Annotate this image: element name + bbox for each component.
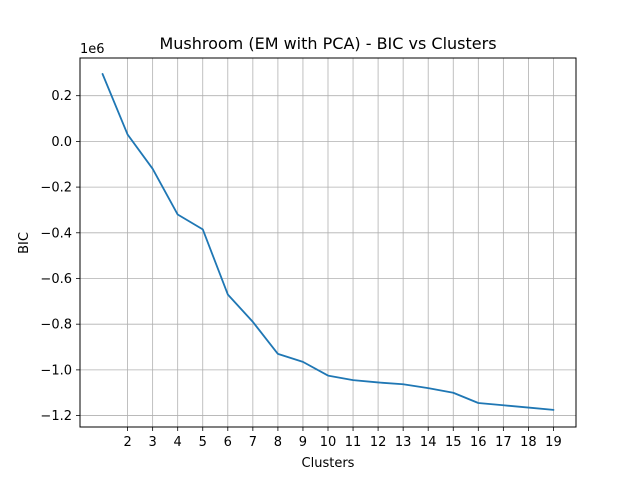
x-tick-label: 2 <box>123 435 131 450</box>
grid <box>80 58 576 427</box>
x-tick-label: 6 <box>224 435 232 450</box>
x-tick-label: 13 <box>395 435 412 450</box>
x-tick-label: 7 <box>249 435 257 450</box>
x-tick-label: 15 <box>445 435 462 450</box>
y-tick-label: −1.2 <box>40 409 72 424</box>
x-axis-label: Clusters <box>302 456 355 471</box>
y-offset-label: 1e6 <box>80 42 105 57</box>
x-tick-label: 18 <box>520 435 537 450</box>
x-tick-label: 4 <box>174 435 182 450</box>
x-tick-label: 9 <box>299 435 307 450</box>
series-layer <box>101 73 555 411</box>
chart-title: Mushroom (EM with PCA) - BIC vs Clusters <box>159 34 496 53</box>
x-tick-label: 5 <box>199 435 207 450</box>
x-tick-label: 17 <box>495 435 512 450</box>
y-tick-label: −0.6 <box>40 272 72 287</box>
x-tick-label: 14 <box>420 435 437 450</box>
y-tick-label: −0.4 <box>40 226 72 241</box>
x-tick-label: 11 <box>345 435 362 450</box>
x-tick-label: 3 <box>149 435 157 450</box>
y-tick-label: 0.0 <box>51 135 72 150</box>
bic-series-line <box>101 73 555 411</box>
x-ticks: 2 3 4 5 6 7 8 9 10 11 12 13 14 15 16 17 18 19 <box>123 427 562 450</box>
x-tick-label: 16 <box>470 435 487 450</box>
x-tick-label: 12 <box>370 435 387 450</box>
y-ticks: 0.2 0.0 −0.2 −0.4 −0.6 −0.8 −1.0 −1.2 <box>40 89 80 424</box>
y-tick-label: −1.0 <box>40 363 72 378</box>
y-tick-label: 0.2 <box>51 89 72 104</box>
x-tick-label: 8 <box>274 435 282 450</box>
x-tick-label: 19 <box>545 435 562 450</box>
y-axis-label: BIC <box>17 232 32 254</box>
y-tick-label: −0.8 <box>40 318 72 333</box>
y-tick-label: −0.2 <box>40 181 72 196</box>
x-tick-label: 10 <box>320 435 337 450</box>
